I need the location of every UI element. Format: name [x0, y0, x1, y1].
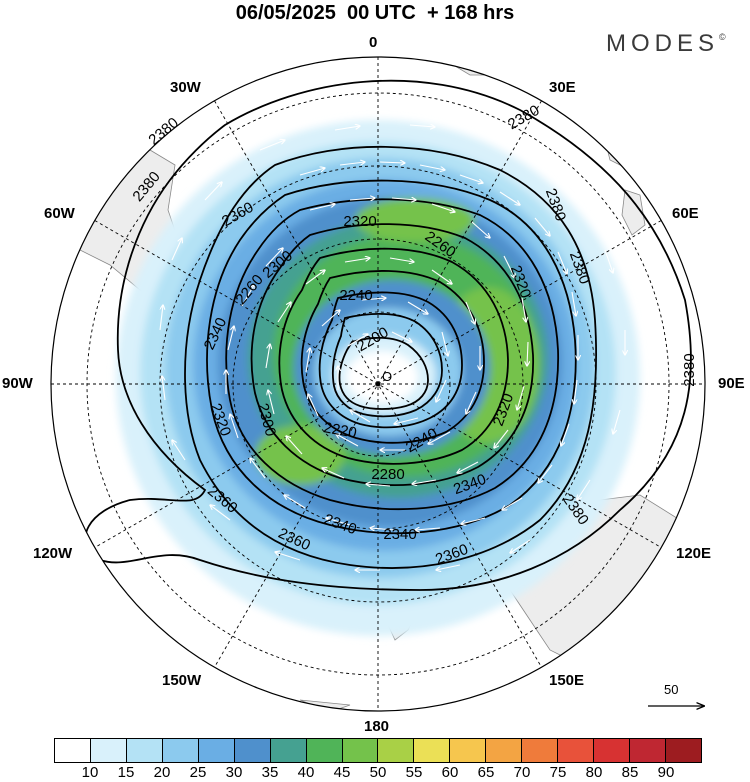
colorbar-label: 70: [513, 764, 531, 781]
longitude-label-90w: 90W: [2, 375, 33, 392]
colorbar-cell: [198, 739, 235, 762]
colorbar-cell: [306, 739, 343, 762]
land-madagascar: [621, 189, 646, 236]
colorbar-cell: [270, 739, 307, 762]
colorbar-cell: [630, 739, 666, 762]
longitude-label-120w: 120W: [33, 545, 73, 562]
contour-2280: [278, 247, 509, 465]
brand-mark: ©: [719, 32, 726, 42]
contour-label: 2380: [681, 353, 698, 386]
pole-marker: O: [382, 369, 392, 384]
land-far-south: [299, 699, 351, 711]
longitude-label-60e: 60E: [672, 205, 699, 222]
longitude-label-30e: 30E: [549, 79, 576, 96]
colorbar-label: 20: [153, 764, 171, 781]
colorbar-cell: [342, 739, 379, 762]
colorbar-cell: [486, 739, 523, 762]
brand-text: MODES: [606, 30, 720, 57]
colorbar-label: 15: [117, 764, 135, 781]
contour-2300: [250, 223, 534, 486]
colorbar-cell: [522, 739, 559, 762]
colorbar-cell: [378, 739, 415, 762]
colorbar-cell: [594, 739, 630, 762]
map-title: 06/05/2025 00 UTC + 168 hrs: [235, 2, 515, 24]
colorbar-cell: [414, 739, 451, 762]
contour-label: 2280: [371, 466, 404, 483]
colorbar-label: 60: [441, 764, 459, 781]
brand-logo: MODES©: [606, 30, 726, 58]
colorbar-cell: [55, 739, 91, 762]
colorbar-label: 45: [333, 764, 351, 781]
longitude-label-30w: 30W: [170, 79, 201, 96]
contour-2320: [225, 198, 559, 511]
contour-2220: [331, 313, 443, 418]
longitude-label-120e: 120E: [676, 545, 712, 562]
pole-dot: [375, 381, 381, 387]
longitude-label-90e: 90E: [718, 375, 745, 392]
contour-2240: [318, 291, 463, 429]
contour-label: 2340: [383, 526, 416, 543]
reference-vector-value: 50: [664, 682, 679, 697]
colorbar-label: 80: [585, 764, 603, 781]
colorbar-cell: [90, 739, 127, 762]
longitude-label-60w: 60W: [44, 205, 75, 222]
colorbar-label: 90: [657, 764, 675, 781]
colorbar-cell: [234, 739, 271, 762]
colorbar-label: 55: [405, 764, 423, 781]
contour-2260: [300, 270, 485, 444]
contour-2380: [84, 79, 692, 591]
contour-label: 2320: [343, 213, 376, 230]
longitude-label-150w: 150W: [162, 672, 202, 689]
colorbar-cell: [162, 739, 199, 762]
contour-label: 2220: [322, 419, 358, 442]
colorbar-cell: [665, 739, 701, 762]
longitude-label-180: 180: [364, 718, 390, 735]
colorbar-label: 10: [81, 764, 99, 781]
colorbar-label: 75: [549, 764, 567, 781]
contour-2360: [184, 145, 598, 569]
contour-label: 2240: [339, 287, 372, 304]
colorbar-label: 65: [477, 764, 495, 781]
colorbar-cell: [558, 739, 595, 762]
colorbar-label: 30: [225, 764, 243, 781]
longitude-label-150e: 150E: [549, 672, 585, 689]
colorbar: [54, 738, 702, 763]
colorbar-label: 85: [621, 764, 639, 781]
contour-2200: [338, 336, 429, 410]
map-boundary: [50, 56, 706, 712]
colorbar-cell: [450, 739, 487, 762]
colorbar-label: 40: [297, 764, 315, 781]
longitude-label-0: 0: [369, 34, 378, 51]
colorbar-label: 50: [369, 764, 387, 781]
wind-vectors: [160, 125, 625, 570]
colorbar-cell: [126, 739, 163, 762]
colorbar-label: 25: [189, 764, 207, 781]
colorbar-label: 35: [261, 764, 279, 781]
